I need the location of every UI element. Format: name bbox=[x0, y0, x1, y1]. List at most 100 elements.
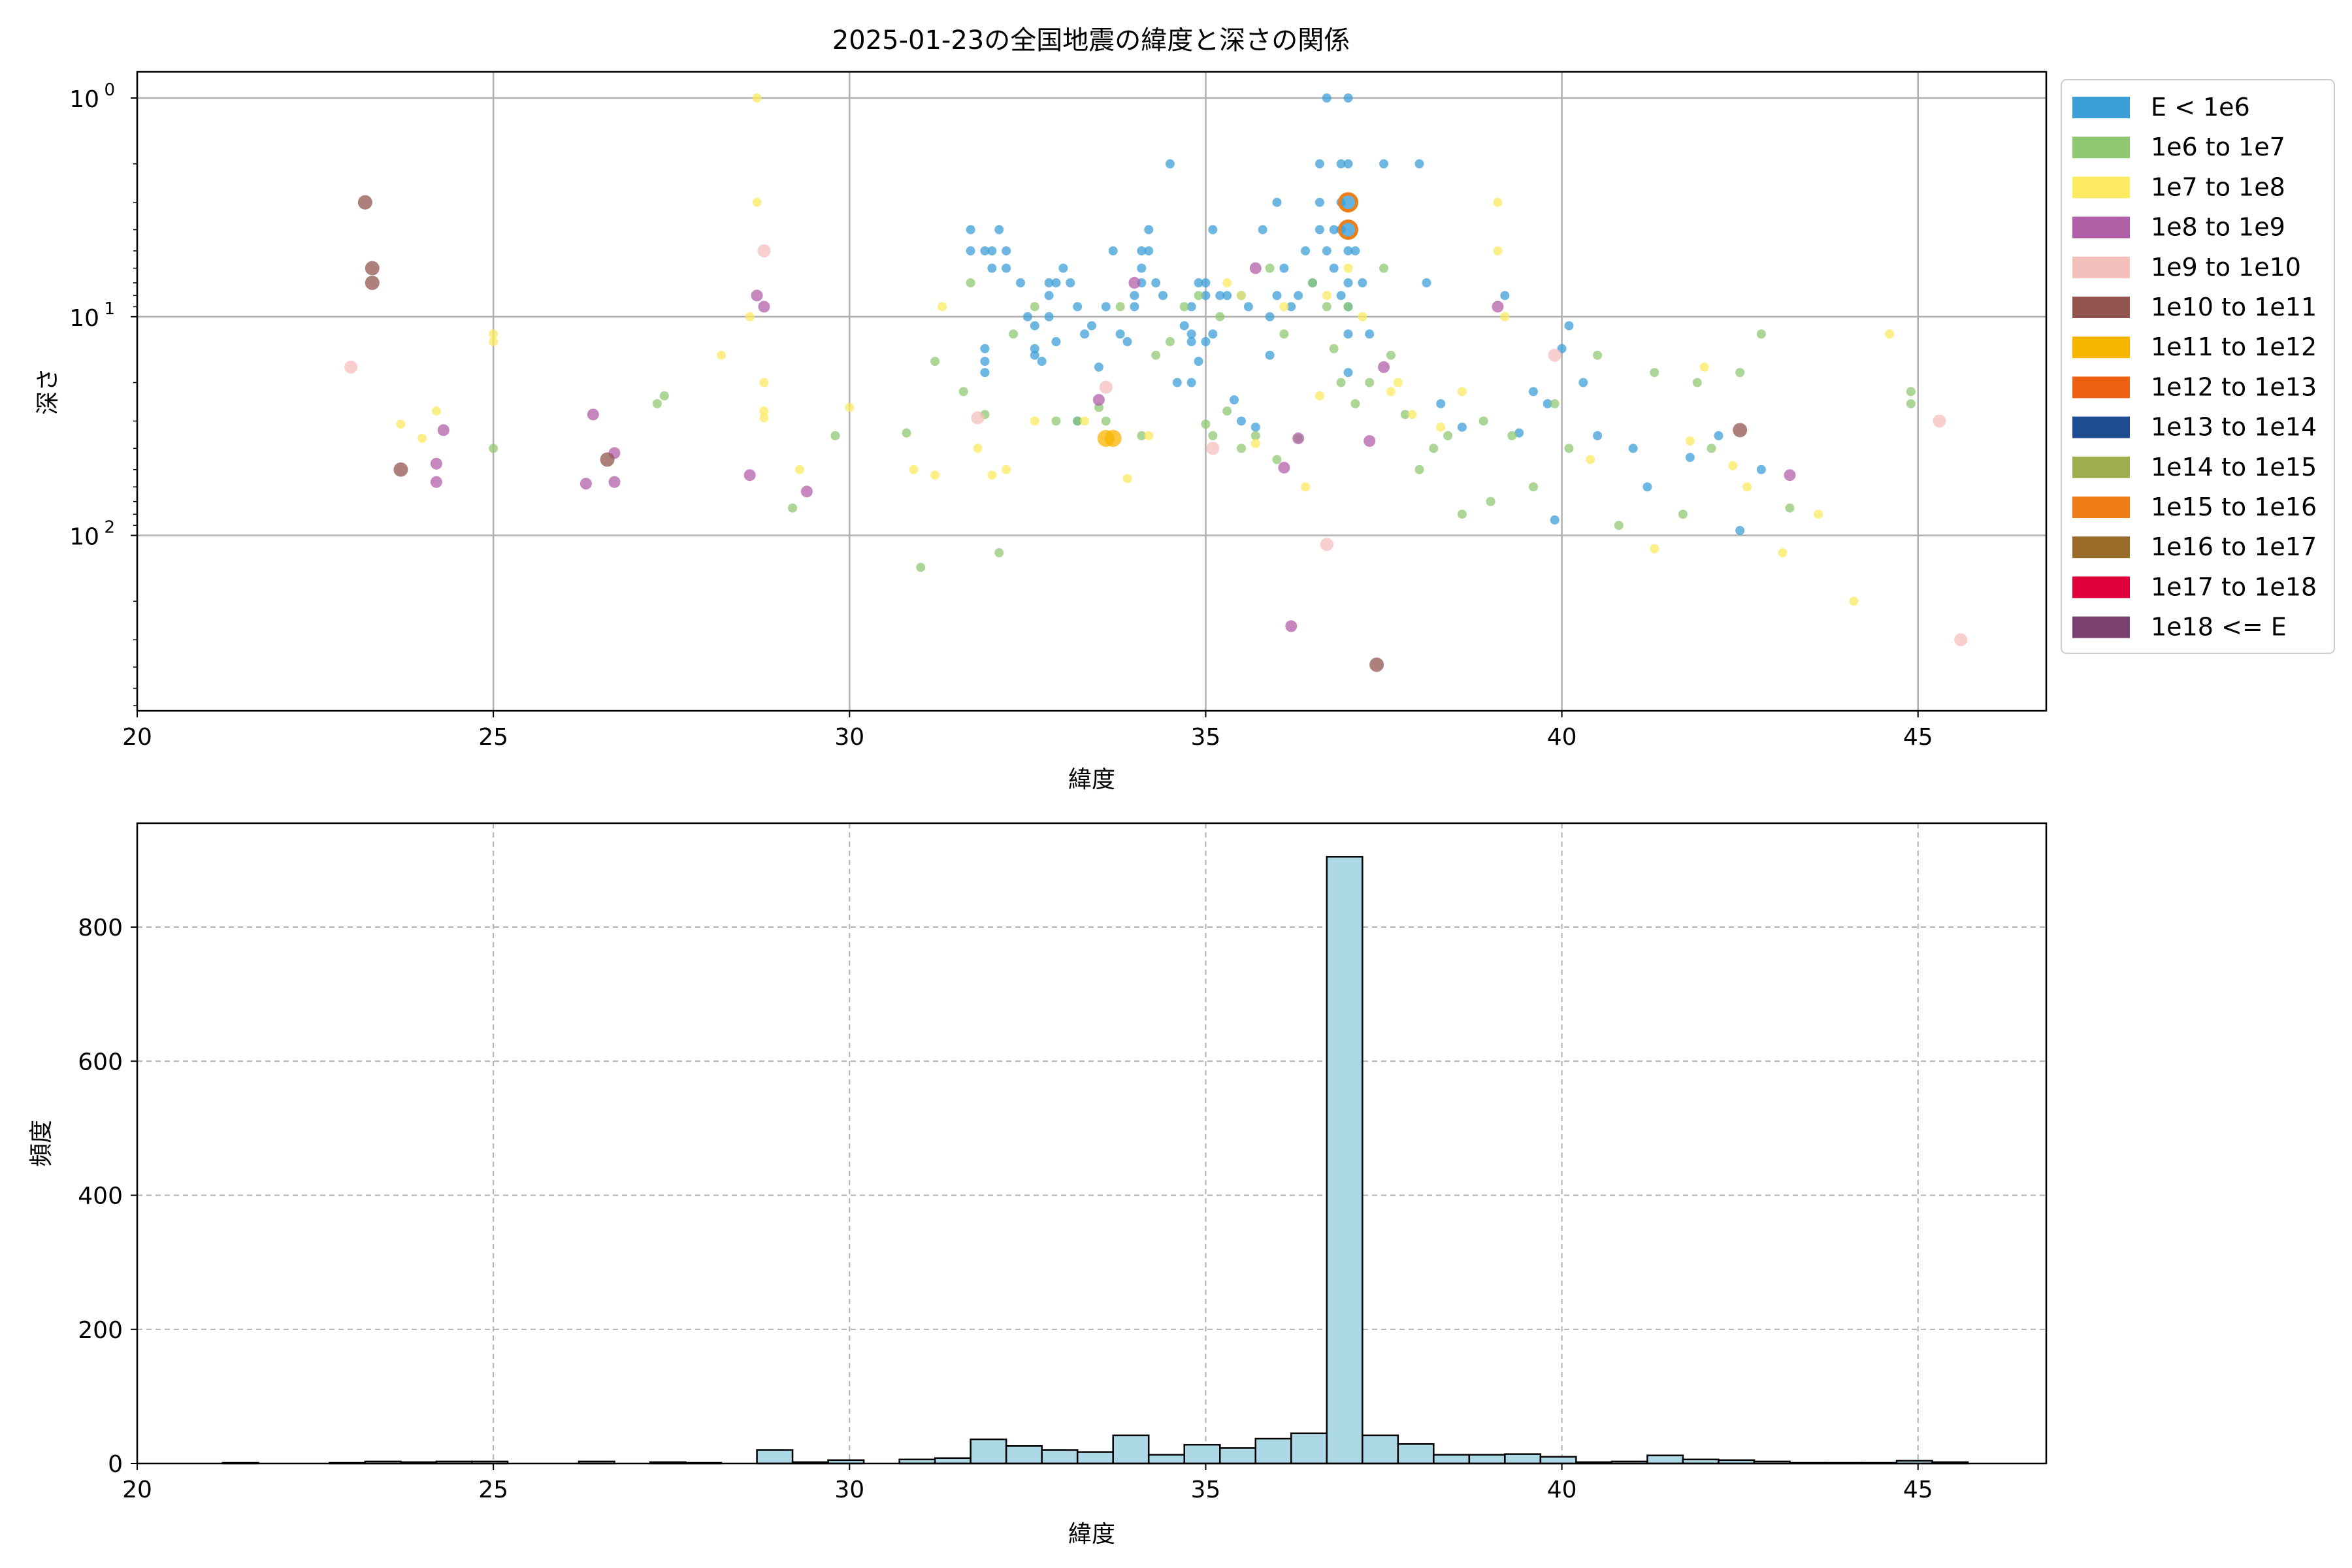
histogram-bar bbox=[1112, 1434, 1150, 1465]
histogram-bar bbox=[1397, 1443, 1435, 1465]
scatter-point bbox=[909, 465, 919, 474]
scatter-point bbox=[1386, 350, 1396, 360]
scatter-point bbox=[1101, 302, 1111, 312]
legend-swatch bbox=[2072, 497, 2130, 518]
scatter-point bbox=[1104, 429, 1122, 447]
scatter-point bbox=[1044, 278, 1054, 287]
scatter-point bbox=[1343, 263, 1353, 273]
scatter-point bbox=[1087, 321, 1096, 331]
histogram-bar bbox=[1539, 1456, 1577, 1465]
histogram-x-tick-label: 30 bbox=[834, 1477, 864, 1503]
scatter-legend: E < 1e6 1e6 to 1e7 1e7 to 1e8 1e8 to 1e9 1e9… bbox=[2061, 79, 2335, 654]
scatter-point bbox=[958, 387, 968, 397]
scatter-point bbox=[1015, 278, 1025, 287]
scatter-point bbox=[1628, 444, 1638, 453]
scatter-point bbox=[587, 408, 599, 421]
scatter-point bbox=[1514, 428, 1524, 438]
scatter-point bbox=[1315, 159, 1324, 169]
scatter-point bbox=[758, 301, 770, 313]
scatter-point bbox=[357, 195, 372, 210]
scatter-points bbox=[344, 93, 1968, 672]
scatter-point bbox=[1320, 538, 1333, 551]
scatter-point bbox=[752, 197, 762, 207]
scatter-point bbox=[1885, 329, 1895, 339]
histogram-y-tick-label: 800 bbox=[78, 915, 123, 941]
scatter-point bbox=[430, 476, 442, 488]
scatter-point bbox=[1322, 302, 1331, 312]
scatter-point bbox=[1386, 387, 1396, 397]
legend-swatch bbox=[2072, 536, 2130, 559]
scatter-point bbox=[1735, 526, 1745, 536]
scatter-point bbox=[1186, 329, 1196, 339]
scatter-point bbox=[966, 225, 975, 235]
scatter-point bbox=[1906, 399, 1916, 408]
scatter-point bbox=[1614, 521, 1624, 531]
scatter-point bbox=[1037, 357, 1047, 367]
histogram-x-tick-label: 40 bbox=[1547, 1477, 1577, 1503]
scatter-point bbox=[980, 246, 990, 255]
scatter-point bbox=[1301, 482, 1311, 492]
scatter-point bbox=[1194, 291, 1203, 301]
scatter-point bbox=[1364, 434, 1376, 447]
scatter-point bbox=[1222, 406, 1232, 416]
scatter-point bbox=[1022, 312, 1032, 321]
legend-swatch bbox=[2072, 416, 2130, 438]
scatter-point bbox=[1338, 220, 1359, 240]
scatter-point bbox=[1650, 544, 1659, 553]
scatter-point bbox=[1564, 321, 1574, 331]
scatter-point bbox=[1493, 246, 1503, 255]
scatter-point bbox=[1528, 387, 1538, 397]
scatter-point bbox=[1236, 291, 1246, 301]
histogram-bar bbox=[1468, 1454, 1506, 1465]
scatter-point bbox=[1678, 510, 1688, 519]
scatter-point bbox=[800, 485, 813, 498]
histogram-plot-frame bbox=[136, 822, 2048, 1465]
scatter-point bbox=[1933, 414, 1946, 428]
legend-label: 1e13 to 1e14 bbox=[2151, 413, 2317, 442]
legend-label: 1e6 to 1e7 bbox=[2151, 133, 2285, 161]
scatter-point bbox=[1492, 301, 1504, 313]
histogram-bar bbox=[1041, 1449, 1079, 1465]
scatter-point bbox=[1130, 291, 1139, 301]
histogram-bar bbox=[970, 1438, 1007, 1465]
scatter-point bbox=[1414, 159, 1424, 169]
scatter-grid bbox=[136, 72, 2046, 711]
scatter-point bbox=[966, 246, 975, 255]
legend-swatch bbox=[2072, 256, 2130, 278]
legend-label: 1e18 <= E bbox=[2151, 613, 2287, 642]
scatter-point bbox=[980, 344, 990, 353]
scatter-x-axis-label: 緯度 bbox=[1068, 766, 1115, 793]
legend-swatch bbox=[2072, 456, 2130, 478]
scatter-point bbox=[973, 444, 983, 453]
scatter-point bbox=[1151, 278, 1161, 287]
scatter-point bbox=[1315, 391, 1324, 400]
scatter-point bbox=[1215, 312, 1225, 321]
scatter-y-axis-label: 深さ bbox=[35, 368, 61, 415]
histogram-bar bbox=[1290, 1432, 1328, 1465]
scatter-point bbox=[1733, 423, 1748, 438]
scatter-point bbox=[1206, 442, 1220, 455]
scatter-point bbox=[1279, 302, 1289, 312]
scatter-point bbox=[1365, 378, 1375, 387]
scatter-point bbox=[1436, 422, 1446, 432]
scatter-plot-frame bbox=[136, 71, 2048, 712]
scatter-point bbox=[1030, 321, 1039, 331]
scatter-point bbox=[1080, 329, 1090, 339]
histogram-panel: 20 25 30 35 40 45 0 200 400 600 800 緯度 頻度 bbox=[28, 822, 2048, 1548]
scatter-point bbox=[1265, 263, 1275, 273]
histogram-bar bbox=[1183, 1444, 1221, 1465]
scatter-point bbox=[1186, 302, 1196, 312]
histogram-x-tick-label: 25 bbox=[478, 1477, 508, 1503]
scatter-point bbox=[1030, 350, 1039, 360]
scatter-series bbox=[344, 244, 1968, 647]
scatter-point bbox=[1714, 431, 1723, 440]
scatter-point bbox=[1778, 548, 1788, 558]
scatter-point bbox=[1507, 431, 1517, 440]
scatter-point bbox=[1194, 357, 1203, 367]
legend-label: 1e16 to 1e17 bbox=[2151, 532, 2317, 561]
legend-label: 1e14 to 1e15 bbox=[2151, 453, 2317, 482]
scatter-point bbox=[1092, 394, 1105, 406]
scatter-point bbox=[1272, 291, 1282, 301]
scatter-series bbox=[1097, 429, 1122, 447]
